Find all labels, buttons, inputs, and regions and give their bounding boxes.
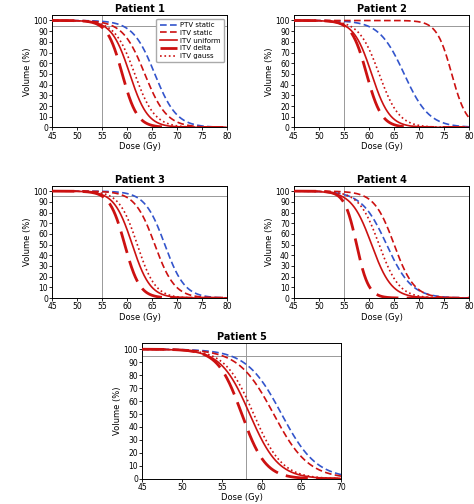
Title: Patient 4: Patient 4 xyxy=(357,175,407,185)
Title: Patient 5: Patient 5 xyxy=(217,332,267,342)
Title: Patient 3: Patient 3 xyxy=(115,175,164,185)
Y-axis label: Volume (%): Volume (%) xyxy=(23,47,32,96)
X-axis label: Dose (Gy): Dose (Gy) xyxy=(119,142,161,151)
Y-axis label: Volume (%): Volume (%) xyxy=(23,218,32,266)
X-axis label: Dose (Gy): Dose (Gy) xyxy=(361,142,402,151)
Y-axis label: Volume (%): Volume (%) xyxy=(113,387,122,435)
Title: Patient 1: Patient 1 xyxy=(115,5,164,14)
X-axis label: Dose (Gy): Dose (Gy) xyxy=(119,312,161,322)
Y-axis label: Volume (%): Volume (%) xyxy=(265,47,274,96)
Title: Patient 2: Patient 2 xyxy=(357,5,407,14)
X-axis label: Dose (Gy): Dose (Gy) xyxy=(221,493,263,502)
Y-axis label: Volume (%): Volume (%) xyxy=(265,218,274,266)
X-axis label: Dose (Gy): Dose (Gy) xyxy=(361,312,402,322)
Legend: PTV static, ITV static, ITV uniform, ITV delta, ITV gauss: PTV static, ITV static, ITV uniform, ITV… xyxy=(156,19,224,62)
